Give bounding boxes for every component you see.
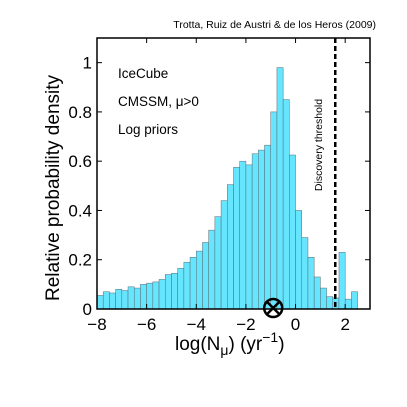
y-axis-label: Relative probability density [43, 75, 64, 302]
annotation-detector: IceCube [118, 66, 168, 81]
histogram-bar [171, 273, 178, 310]
x-tick-label: 2 [340, 315, 349, 334]
histogram-bar [208, 229, 216, 310]
y-axis-ticks: 0 0.2 0.4 0.6 0.8 1 [68, 54, 370, 319]
histogram-bar [239, 160, 247, 310]
histogram-bar [258, 149, 265, 310]
x-tick-label: −8 [87, 315, 106, 334]
histogram-bar [202, 242, 209, 310]
y-tick-label: 0.6 [68, 152, 92, 171]
histogram-bar [338, 252, 346, 310]
y-tick-label: 1 [83, 54, 92, 73]
histogram-bar [276, 67, 284, 310]
histogram-bars [96, 67, 358, 310]
histogram-bar [264, 144, 271, 310]
histogram-bar [245, 164, 253, 310]
y-tick-label: 0.4 [68, 201, 92, 220]
marker-circle [262, 297, 284, 319]
chart-credit: Trotta, Ruiz de Austri & de los Heros (2… [173, 19, 376, 31]
histogram-bar [196, 250, 203, 310]
x-tick-label: −4 [187, 315, 206, 334]
x-tick-label: −2 [236, 315, 255, 334]
histogram-bar [320, 287, 327, 310]
x-axis-label-superscript: −1 [262, 329, 278, 345]
histogram-bar [351, 291, 358, 310]
marker-cross-b [266, 300, 281, 316]
x-axis-label-subscript: μ [220, 342, 228, 358]
histogram-bar [307, 257, 315, 310]
x-axis-label-base: log(N [175, 334, 220, 355]
histogram-bar [96, 295, 104, 310]
histogram-bar [102, 291, 110, 310]
x-axis-label-middle: ) (yr [228, 334, 262, 355]
histogram-bar [183, 261, 191, 310]
histogram-bar [158, 279, 166, 310]
histogram-bar [270, 111, 278, 310]
histogram-bar [121, 290, 129, 310]
histogram-bar [140, 284, 147, 310]
histogram-bar [220, 200, 228, 310]
x-tick-label: −6 [137, 315, 156, 334]
histogram-bar [177, 268, 185, 310]
histogram-bar [282, 99, 290, 310]
histogram-bar [165, 274, 172, 310]
x-axis-label: log(Nμ) (yr−1) [175, 329, 285, 358]
y-tick-label: 0.8 [68, 103, 92, 122]
histogram-bar [233, 167, 240, 310]
histogram-bar [313, 276, 321, 310]
discovery-threshold-label: Discovery threshold [313, 99, 325, 191]
histogram-bar [109, 292, 116, 310]
histogram-bar [344, 298, 352, 310]
histogram-bar [227, 184, 234, 310]
histogram-bar [289, 154, 296, 310]
histogram-bar [146, 282, 154, 310]
histogram-bar [115, 289, 123, 310]
histogram-bar [152, 281, 160, 310]
histogram-bar [127, 286, 135, 310]
best-fit-marker [262, 297, 284, 319]
y-tick-label: 0.2 [68, 251, 92, 270]
histogram-bar [301, 237, 309, 310]
plot-frame [96, 37, 371, 310]
y-tick-label: 0 [83, 300, 92, 319]
x-tick-label: 0 [291, 315, 300, 334]
histogram-bar [326, 296, 334, 310]
histogram-bar [133, 287, 141, 310]
annotation-model: CMSSM, μ>0 [118, 94, 199, 109]
x-axis-label-end: ) [278, 334, 284, 355]
annotation-priors: Log priors [118, 122, 178, 137]
histogram-bar [214, 216, 222, 310]
histogram-bar [189, 257, 197, 310]
histogram-bar [295, 210, 302, 310]
histogram-bar [251, 153, 259, 310]
x-axis-ticks: −8 −6 −4 −2 0 2 [87, 38, 350, 334]
